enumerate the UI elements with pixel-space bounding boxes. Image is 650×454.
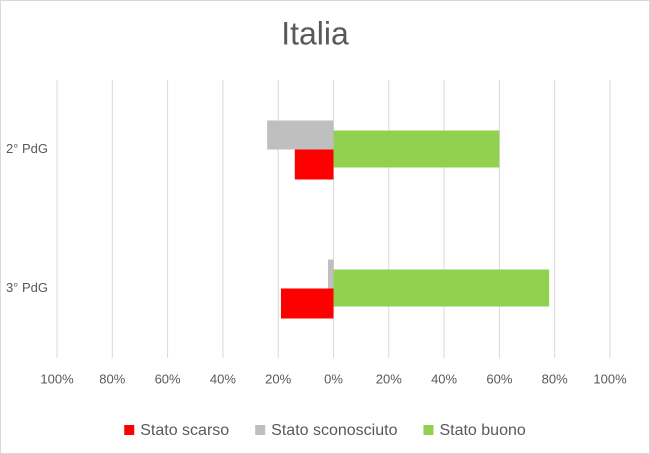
bar	[333, 269, 550, 307]
x-tick-label: 100%	[593, 371, 627, 386]
bar	[333, 130, 500, 168]
bar	[327, 259, 334, 289]
x-tick-label: 60%	[155, 371, 181, 386]
y-tick-label: 3° PdG	[6, 280, 48, 295]
legend-swatch	[124, 425, 135, 435]
x-tick-label: 0%	[324, 371, 343, 386]
y-tick-label: 2° PdG	[6, 141, 48, 156]
x-tick-label: 20%	[265, 371, 291, 386]
bar	[294, 149, 334, 180]
bar	[267, 120, 334, 150]
legend-label: Stato sconosciuto	[271, 422, 397, 439]
x-tick-label: 60%	[486, 371, 512, 386]
x-tick-label: 20%	[376, 371, 402, 386]
legend-label: Stato scarso	[140, 422, 229, 439]
legend-label: Stato buono	[439, 422, 525, 439]
x-tick-label: 80%	[542, 371, 568, 386]
legend-swatch	[255, 425, 266, 435]
legend-swatch	[423, 425, 434, 435]
x-tick-label: 40%	[210, 371, 236, 386]
x-tick-label: 100%	[40, 371, 74, 386]
bar	[280, 288, 334, 319]
chart-title: Italia	[281, 15, 349, 51]
x-tick-label: 40%	[431, 371, 457, 386]
x-tick-label: 80%	[99, 371, 125, 386]
